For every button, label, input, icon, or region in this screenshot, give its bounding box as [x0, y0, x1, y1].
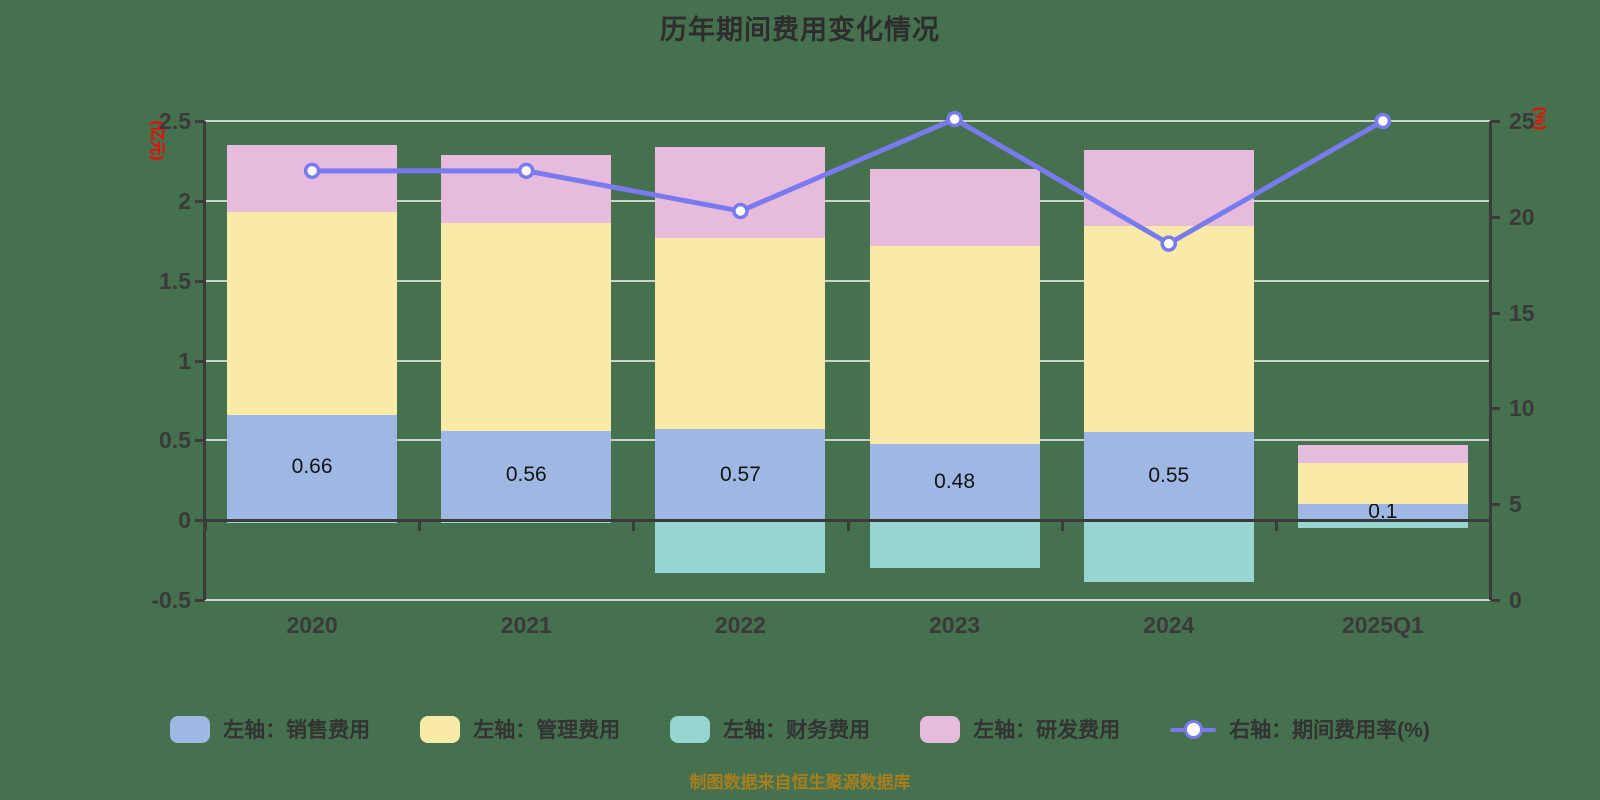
legend: 左轴：销售费用 左轴：管理费用 左轴：财务费用 左轴：研发费用 右轴：期间费用率(%)	[0, 714, 1600, 744]
left-axis-tick-label: 1.5	[159, 267, 191, 294]
rate-line-point-2025Q1[interactable]	[1374, 112, 1392, 130]
grid-line	[205, 439, 1490, 442]
legend-swatch-icon	[420, 715, 461, 743]
x-axis-label-2025Q1: 2025Q1	[1341, 612, 1424, 638]
bar-segment-1-2025Q1[interactable]	[1297, 462, 1468, 505]
right-axis-tick	[1491, 599, 1500, 602]
bar-value-label: 0.1	[1368, 500, 1398, 524]
left-axis-tick-label: 0.5	[159, 427, 191, 454]
legend-item-0[interactable]: 左轴：销售费用	[170, 714, 370, 744]
grid-line	[205, 279, 1490, 282]
legend-item-label: 左轴：财务费用	[723, 719, 871, 742]
x-axis-label-2023: 2023	[928, 612, 981, 638]
right-axis-tick-label: 10	[1509, 395, 1535, 422]
bar-segment-1-2023[interactable]	[869, 245, 1040, 444]
grid-line	[205, 199, 1490, 202]
legend-item-label: 左轴：销售费用	[223, 719, 371, 742]
left-axis-tick	[195, 519, 204, 523]
left-axis-tick	[195, 359, 204, 363]
x-axis-tick	[418, 520, 422, 532]
plot-area: 0.66 0.56 0.57 0.48 0.55 0.1	[195, 120, 1500, 602]
bar-value-label: 0.56	[505, 463, 547, 487]
right-axis-line	[1489, 121, 1492, 600]
left-axis-tick-label: 2	[178, 187, 191, 214]
bar-segment-0-2022[interactable]	[655, 429, 826, 521]
grid-line	[205, 359, 1490, 362]
legend-swatch-icon	[920, 715, 961, 743]
data-source-note: 制图数据来自恒生聚源数据库	[689, 773, 911, 792]
rate-line-point-2022[interactable]	[732, 202, 749, 220]
right-axis-tick-label: 25	[1509, 108, 1535, 134]
grid-line	[205, 120, 1490, 122]
x-axis-label-2022: 2022	[714, 612, 766, 638]
bar-segment-1-2022[interactable]	[655, 237, 826, 430]
bar-segment-0-2024[interactable]	[1083, 432, 1254, 521]
bar-segment-1-2020[interactable]	[227, 212, 398, 415]
bar-value-label: 0.55	[1148, 464, 1190, 488]
legend-item-label: 右轴：期间费用率(%)	[1229, 719, 1430, 742]
right-axis-tick-label: 0	[1509, 587, 1522, 613]
right-axis-tick	[1491, 215, 1500, 219]
left-axis-tick	[195, 199, 204, 203]
bar-segment-3-2023[interactable]	[869, 168, 1040, 246]
right-axis-tick-label: 20	[1509, 203, 1535, 230]
left-axis-tick	[195, 599, 204, 602]
rate-line-point-2021[interactable]	[518, 162, 535, 180]
left-axis-tick-label: 0	[178, 507, 191, 534]
legend-item-label: 左轴：研发费用	[973, 719, 1121, 742]
right-axis-tick	[1491, 120, 1500, 123]
legend-item-2[interactable]: 左轴：财务费用	[670, 714, 870, 744]
left-axis-tick-label: -0.5	[151, 587, 191, 613]
legend-item-label: 左轴：管理费用	[473, 719, 621, 742]
left-axis-tick	[195, 279, 204, 283]
bar-value-label: 0.57	[719, 462, 761, 486]
legend-swatch-icon	[670, 715, 711, 743]
legend-item-1[interactable]: 左轴：管理费用	[420, 714, 620, 744]
x-axis-tick	[846, 520, 850, 532]
bar-segment-2-2023[interactable]	[869, 520, 1040, 569]
bar-segment-2-2022[interactable]	[655, 520, 826, 573]
bar-segment-0-2020[interactable]	[227, 414, 398, 521]
legend-item-4[interactable]: 右轴：期间费用率(%)	[1170, 714, 1430, 744]
legend-swatch-icon	[170, 715, 211, 743]
right-axis-tick-label: 15	[1509, 299, 1535, 326]
bar-segment-0-2025Q1[interactable]	[1297, 504, 1468, 521]
left-axis-tick	[195, 439, 204, 443]
x-axis-label-2021: 2021	[500, 612, 552, 638]
x-axis-label-2024: 2024	[1143, 612, 1195, 638]
chart-title: 历年期间费用变化情况	[660, 15, 940, 45]
bar-segment-1-2024[interactable]	[1083, 226, 1254, 433]
grid-line	[205, 599, 1490, 601]
left-axis-tick	[195, 120, 204, 123]
x-axis-tick	[1060, 520, 1064, 532]
bar-segment-3-2025Q1[interactable]	[1297, 445, 1468, 463]
right-axis-tick-label: 5	[1509, 491, 1522, 518]
left-axis-tick-label: 1	[178, 347, 191, 374]
x-axis-tick	[1274, 520, 1278, 532]
right-axis-tick	[1491, 407, 1500, 411]
right-axis-tick	[1491, 311, 1500, 315]
legend-line-marker-icon	[1170, 716, 1217, 743]
bar-segment-0-2021[interactable]	[441, 430, 612, 521]
bar-value-label: 0.48	[934, 469, 976, 493]
bar-value-label: 0.66	[291, 455, 333, 479]
bar-segment-3-2022[interactable]	[655, 146, 826, 238]
legend-item-3[interactable]: 左轴：研发费用	[920, 714, 1120, 744]
x-axis-label-2020: 2020	[286, 612, 338, 638]
left-axis-line	[203, 121, 206, 600]
rate-line-point-2023[interactable]	[946, 110, 963, 128]
x-axis-tick	[632, 520, 636, 532]
rate-line-point-2020[interactable]	[303, 162, 321, 180]
bar-segment-2-2024[interactable]	[1083, 520, 1254, 583]
bar-segment-0-2023[interactable]	[869, 443, 1040, 521]
bar-segment-1-2021[interactable]	[441, 223, 612, 431]
rate-line-point-2024[interactable]	[1160, 235, 1177, 252]
left-axis-tick-label: 2.5	[159, 108, 191, 134]
right-axis-tick	[1491, 503, 1500, 507]
bar-segment-3-2024[interactable]	[1083, 149, 1254, 227]
bar-segment-2-2025Q1[interactable]	[1297, 520, 1468, 529]
legend-line-dot	[1184, 719, 1204, 739]
